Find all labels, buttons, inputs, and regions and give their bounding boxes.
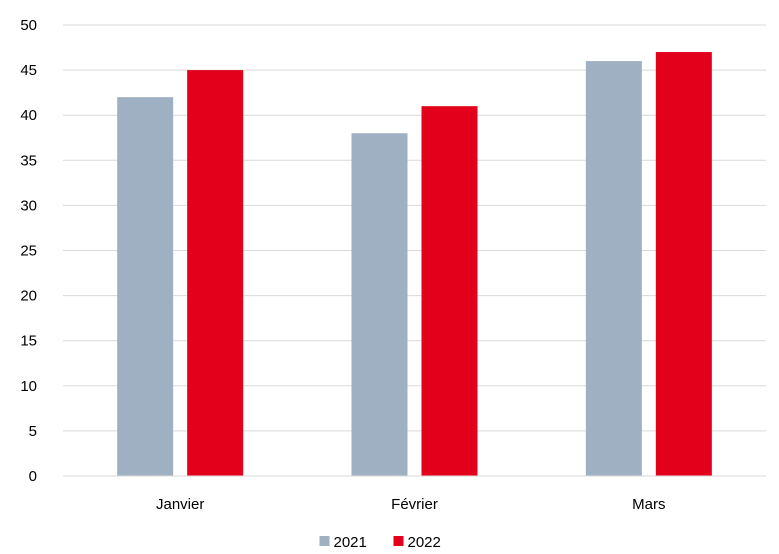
bar-2021-mars [585, 61, 642, 477]
legend-swatch-2022 [393, 536, 404, 546]
y-tick-label: 40 [20, 107, 37, 124]
bars [117, 52, 712, 477]
y-tick-label: 0 [29, 468, 37, 485]
x-tick-label: Février [391, 496, 438, 513]
y-tick-label: 15 [20, 333, 37, 350]
y-tick-label: 5 [29, 423, 37, 440]
y-tick-label: 45 [20, 62, 37, 79]
bar-2022-mars [655, 52, 712, 477]
y-tick-label: 50 [20, 17, 37, 34]
legend-label-2021: 2021 [334, 534, 367, 551]
bar-2022-février [421, 106, 478, 477]
bar-2021-février [351, 133, 408, 477]
x-tick-label: Mars [632, 496, 665, 513]
legend-swatch-2021 [319, 536, 330, 546]
y-tick-label: 10 [20, 378, 37, 395]
y-tick-label: 25 [20, 243, 37, 260]
y-tick-label: 20 [20, 288, 37, 305]
y-axis-tick-labels: 0 5 10 15 20 25 30 35 40 45 50 [20, 17, 37, 485]
x-axis-tick-labels: Janvier Février Mars [156, 496, 666, 513]
legend: 2021 2022 [319, 534, 441, 551]
bar-2021-janvier [117, 97, 174, 476]
bar-2022-janvier [187, 70, 244, 476]
legend-label-2022: 2022 [408, 534, 441, 551]
gridlines [63, 24, 766, 432]
x-tick-label: Janvier [156, 496, 204, 513]
y-tick-label: 30 [20, 197, 37, 214]
y-tick-label: 35 [20, 152, 37, 169]
